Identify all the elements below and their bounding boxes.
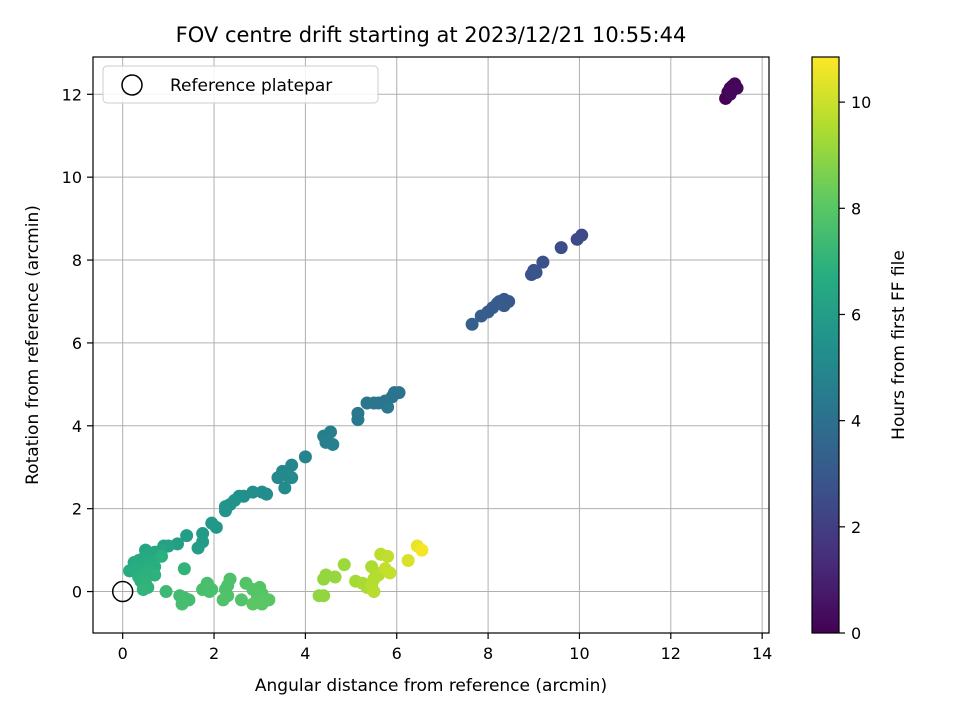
x-tick-label: 2 [209, 644, 219, 663]
x-tick-label: 14 [752, 644, 772, 663]
scatter-point [381, 400, 395, 414]
colorbar-tick-label: 0 [851, 624, 861, 643]
scatter-point [317, 589, 331, 603]
scatter-point [177, 562, 191, 576]
scatter-point [285, 458, 299, 472]
scatter-point [360, 396, 374, 410]
scatter-point [180, 529, 194, 543]
scatter-point [285, 471, 299, 485]
scatter-point [317, 572, 331, 586]
reference-point-marker [111, 580, 134, 603]
scatter-point [351, 413, 365, 427]
scatter-point [367, 585, 381, 599]
scatter-point [401, 553, 415, 567]
scatter-point [723, 87, 737, 101]
scatter-point [216, 593, 230, 607]
scatter-point [255, 485, 269, 499]
x-tick-label: 10 [569, 644, 589, 663]
scatter-point [246, 597, 260, 611]
grid [93, 57, 769, 633]
scatter-point [191, 541, 205, 555]
y-axis-label: Rotation from reference (arcmin) [23, 205, 43, 485]
scatter-point [328, 570, 342, 584]
scatter-point [298, 450, 312, 464]
colorbar-tick-label: 4 [851, 412, 861, 431]
y-axis-ticks: 0 2 4 6 8 10 12 [62, 85, 93, 602]
scatter-point [529, 265, 543, 279]
colorbar: 0 2 4 6 8 10 Hours from first FF file [811, 56, 909, 643]
colorbar-gradient [811, 56, 840, 634]
scatter-point [326, 437, 340, 451]
y-tick-label: 0 [72, 583, 82, 602]
x-axis-label: Angular distance from reference (arcmin) [255, 676, 607, 696]
legend: Reference platepar [102, 65, 379, 104]
x-tick-label: 4 [300, 644, 310, 663]
data-points [111, 77, 744, 611]
y-tick-label: 4 [72, 417, 82, 436]
scatter-point [383, 566, 397, 580]
scatter-point [136, 582, 150, 596]
chart-title: FOV centre drift starting at 2023/12/21 … [176, 23, 687, 47]
legend-box [102, 65, 379, 104]
scatter-point [159, 585, 173, 599]
y-tick-label: 10 [62, 168, 82, 187]
x-tick-label: 6 [392, 644, 402, 663]
scatter-point [465, 317, 479, 331]
scatter-point [474, 309, 488, 323]
scatter-point [175, 597, 189, 611]
scatter-point [536, 255, 550, 269]
legend-label-reference: Reference platepar [170, 76, 332, 96]
scatter-point [234, 593, 248, 607]
y-tick-label: 6 [72, 334, 82, 353]
colorbar-tick-label: 10 [851, 93, 871, 112]
x-tick-label: 8 [483, 644, 493, 663]
scatter-point [381, 549, 395, 563]
x-tick-label: 0 [118, 644, 128, 663]
scatter-point [209, 520, 223, 534]
scatter-point [148, 568, 162, 582]
colorbar-tick-label: 6 [851, 305, 861, 324]
plot-frame [92, 56, 770, 634]
scatter-point [497, 299, 511, 313]
scatter-point [415, 543, 429, 557]
y-tick-label: 12 [62, 85, 82, 104]
scatter-point [570, 232, 584, 246]
scatter-point [278, 481, 292, 495]
scatter-point [337, 558, 351, 572]
scatter-point [554, 241, 568, 255]
legend-marker-reference [121, 74, 143, 96]
scatter-point [218, 504, 232, 518]
scatter-point [202, 585, 216, 599]
y-tick-label: 2 [72, 500, 82, 519]
scatter-point [155, 549, 169, 563]
y-tick-label: 8 [72, 251, 82, 270]
colorbar-ticks: 0 2 4 6 8 10 [839, 93, 871, 643]
x-axis-ticks: 0 2 4 6 8 10 12 14 [118, 633, 772, 663]
colorbar-tick-label: 2 [851, 518, 861, 537]
x-tick-label: 12 [661, 644, 681, 663]
colorbar-tick-label: 8 [851, 199, 861, 218]
colorbar-label: Hours from first FF file [889, 250, 909, 440]
scatter-point [255, 597, 269, 611]
